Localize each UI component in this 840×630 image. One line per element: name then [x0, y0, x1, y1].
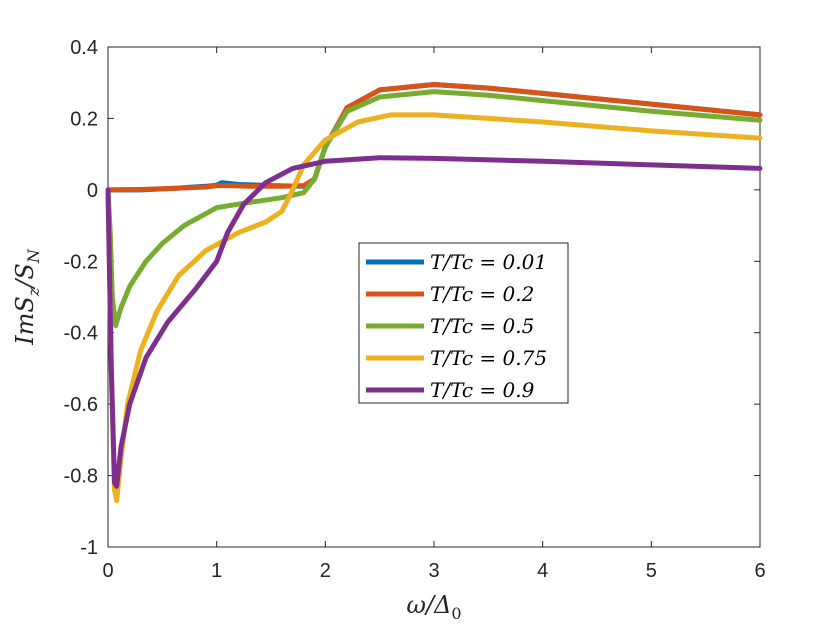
legend-label-5: T/Tc = 0.9	[430, 378, 535, 402]
x-tick-label: 3	[428, 560, 439, 582]
x-tick-label: 6	[754, 560, 765, 582]
axis-ticks: 0 1 2 3 4 5 6 0.4 0.2 0 -0.2 -0.4 -0.6 -0.8 -1	[64, 37, 766, 582]
x-axis-label: ω/Δ0	[406, 591, 461, 623]
x-tick-label: 1	[211, 560, 222, 582]
y-tick-label: 0	[87, 180, 98, 202]
x-tick-label: 0	[102, 560, 113, 582]
legend-box	[358, 242, 569, 404]
legend-label-2: T/Tc = 0.2	[430, 282, 534, 306]
x-tick-label: 5	[646, 560, 657, 582]
y-tick-label: -0.6	[64, 394, 98, 416]
x-tick-label: 2	[320, 560, 331, 582]
legend-label-4: T/Tc = 0.75	[430, 346, 547, 370]
series-layer	[105, 82, 763, 504]
y-tick-label: -1	[80, 537, 98, 559]
series-line-5	[105, 155, 763, 489]
legend-label-3: T/Tc = 0.5	[430, 314, 534, 338]
y-tick-label: -0.4	[64, 323, 98, 345]
y-tick-label: 0.2	[70, 108, 98, 130]
y-tick-label: -0.8	[64, 466, 98, 488]
legend-label-1: T/Tc = 0.01	[430, 250, 547, 274]
y-tick-label: -0.2	[64, 251, 98, 273]
legend: T/Tc = 0.01 T/Tc = 0.2 T/Tc = 0.5 T/Tc = 0.…	[358, 242, 569, 404]
y-tick-label: 0.4	[70, 37, 98, 59]
series-line-3	[105, 89, 763, 329]
y-axis-label: ImSz/SN	[11, 248, 43, 346]
x-tick-label: 4	[537, 560, 548, 582]
